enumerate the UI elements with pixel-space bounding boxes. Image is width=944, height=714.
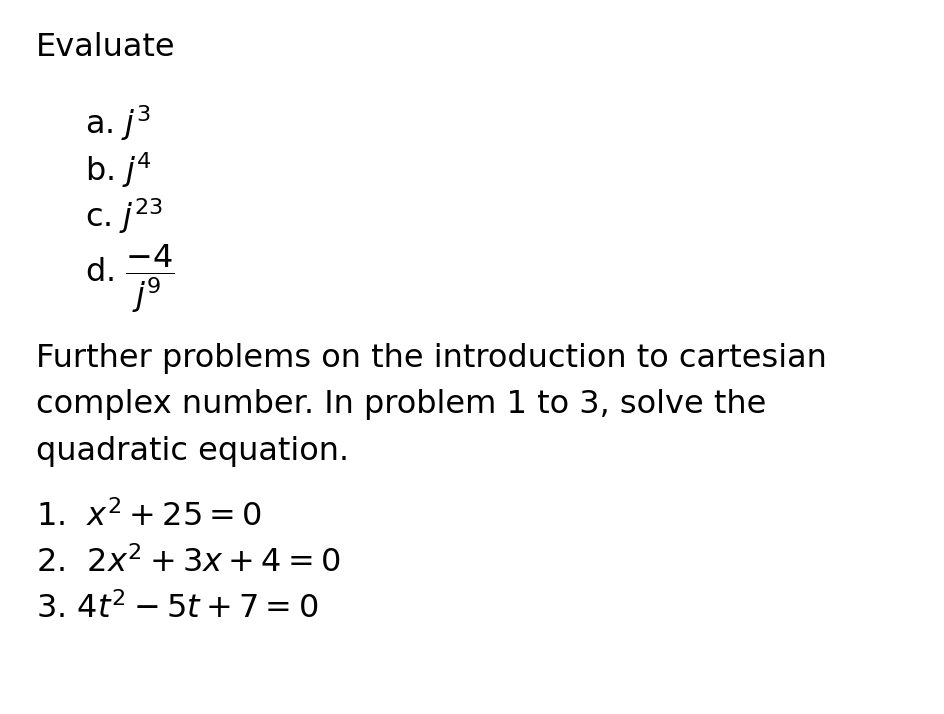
Text: Evaluate: Evaluate <box>36 32 176 63</box>
Text: d. $\dfrac{-4}{j^9}$: d. $\dfrac{-4}{j^9}$ <box>85 243 175 316</box>
Text: quadratic equation.: quadratic equation. <box>36 436 348 466</box>
Text: 1.  $x^2 + 25 = 0$: 1. $x^2 + 25 = 0$ <box>36 500 261 533</box>
Text: a. $j^3$: a. $j^3$ <box>85 104 150 144</box>
Text: complex number. In problem 1 to 3, solve the: complex number. In problem 1 to 3, solve… <box>36 389 766 420</box>
Text: c. $j^{23}$: c. $j^{23}$ <box>85 196 162 236</box>
Text: b. $j^4$: b. $j^4$ <box>85 150 152 190</box>
Text: 3. $4t^2 - 5t + 7 = 0$: 3. $4t^2 - 5t + 7 = 0$ <box>36 593 318 625</box>
Text: 2.  $2x^2 + 3x + 4 = 0$: 2. $2x^2 + 3x + 4 = 0$ <box>36 546 340 579</box>
Text: Further problems on the introduction to cartesian: Further problems on the introduction to … <box>36 343 826 373</box>
